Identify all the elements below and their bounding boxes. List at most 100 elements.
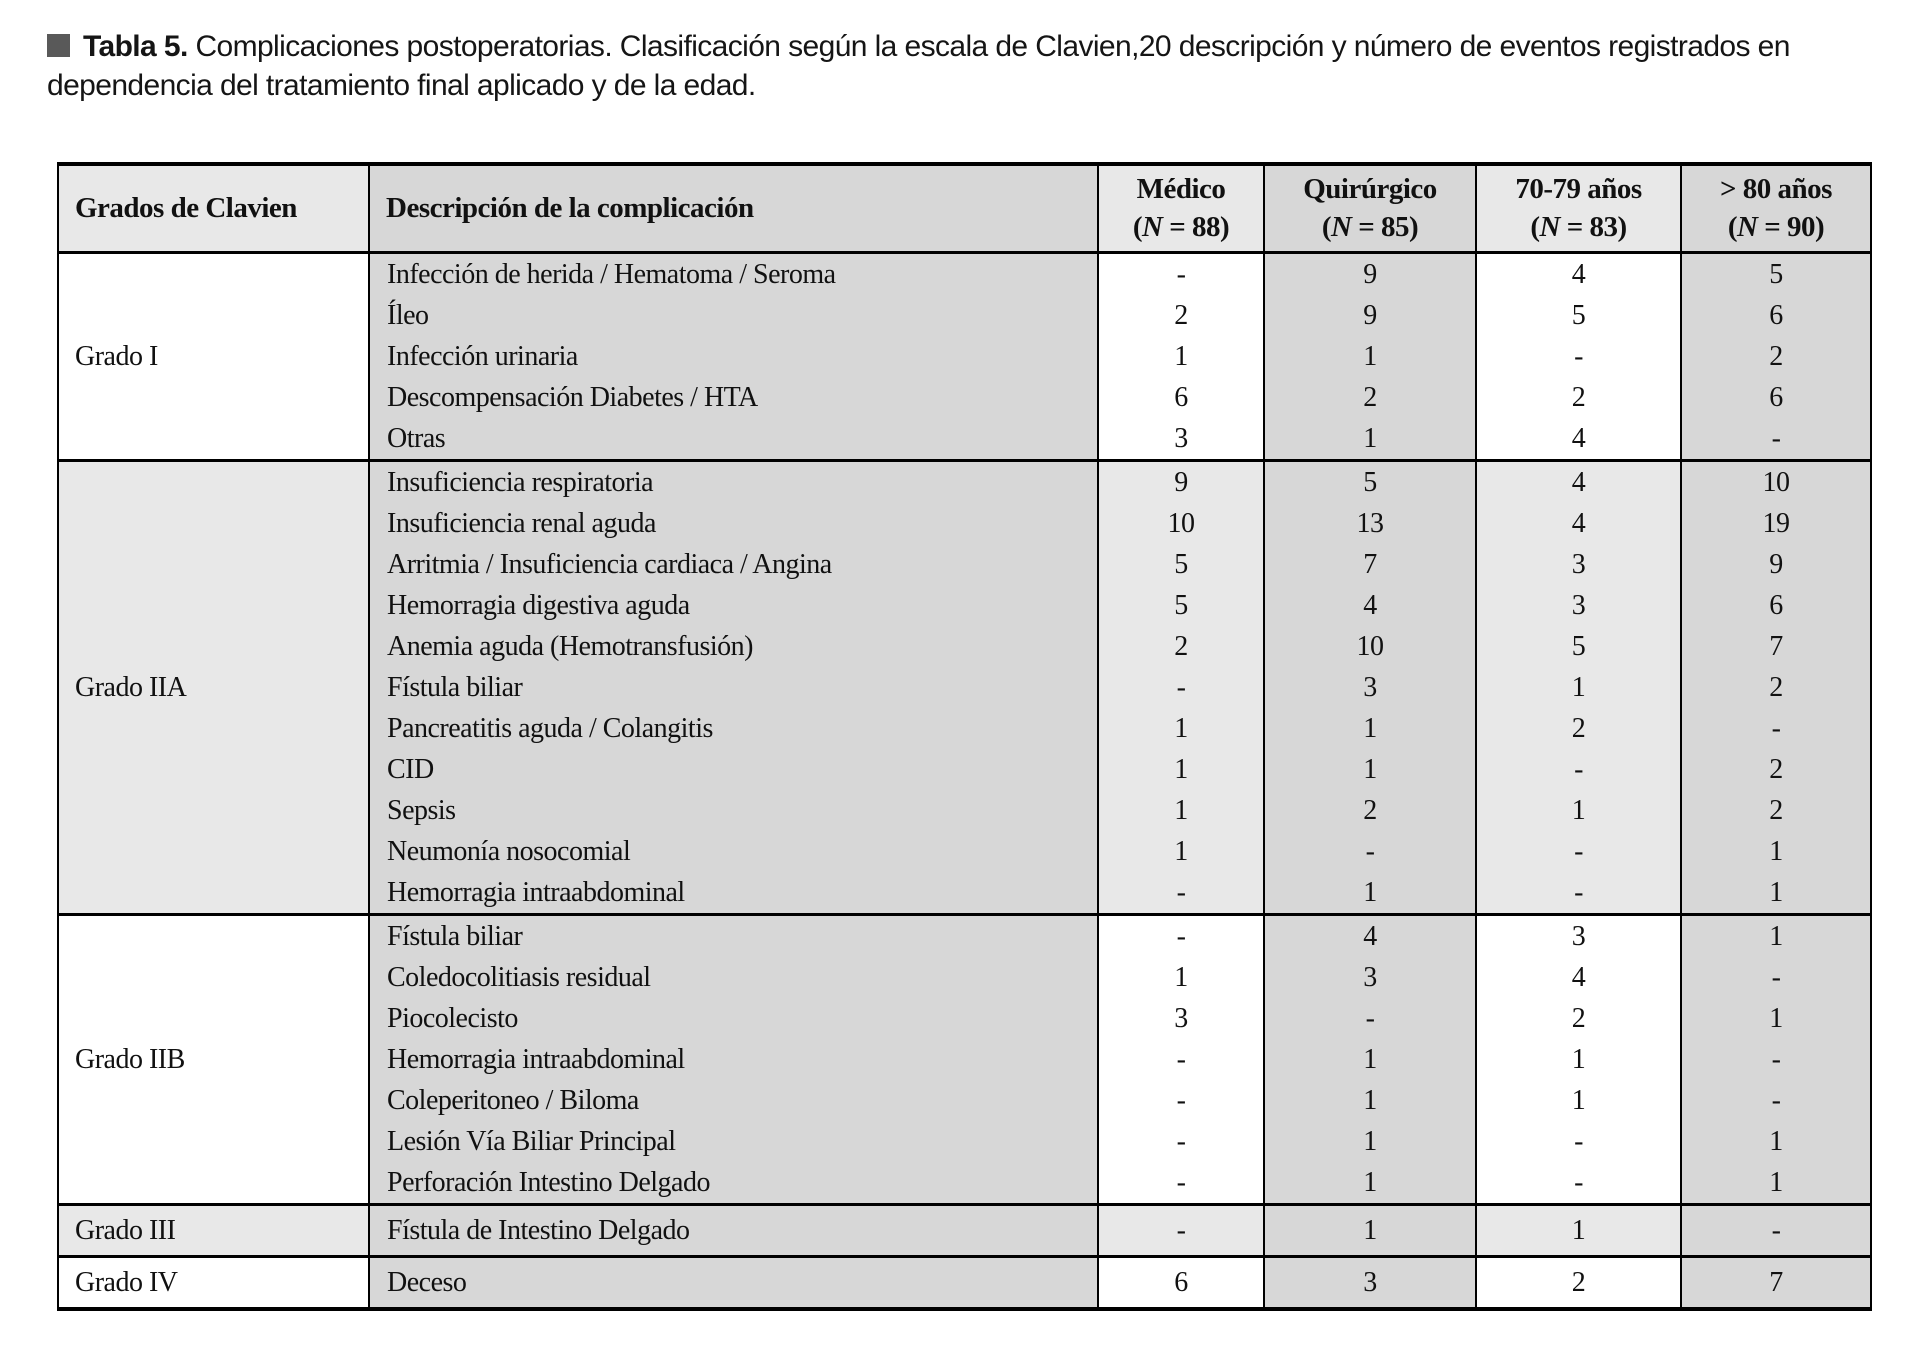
value-cell: - [1475, 830, 1682, 872]
value-cell: 19 [1680, 502, 1872, 544]
description-cell: Hemorragia intraabdominal [368, 871, 1099, 914]
description-cell: Fístula biliar [368, 912, 1099, 957]
value-cell: 9 [1097, 458, 1265, 503]
table-row: Piocolecisto 3-2 1 [58, 997, 1872, 1039]
description-cell: Íleo [368, 294, 1099, 336]
value-cell: 5 [1475, 625, 1682, 667]
value-cell: 1 [1263, 335, 1477, 377]
caption-label: Tabla 5. [83, 30, 188, 63]
table-row: Grado IIB Fístula biliar -4 3 1 [57, 912, 1872, 1204]
value-cell: - [1680, 417, 1872, 460]
value-cell: 1 [1097, 707, 1265, 749]
grade-cell: Grado IIA [57, 458, 370, 914]
value-cell: 7 [1680, 1254, 1872, 1309]
value-cell: 1 [1475, 666, 1682, 708]
section-grado-iii: Grado III Fístula de Intestino Delgado -1 1… [57, 1202, 1872, 1256]
value-cell: 1 [1097, 335, 1265, 377]
value-cell: 2 [1680, 335, 1872, 377]
value-cell: 7 [1263, 543, 1477, 585]
value-cell: 1 [1097, 789, 1265, 831]
value-cell: - [1680, 1038, 1872, 1080]
description-cell: Neumonía nosocomial [368, 830, 1099, 872]
grade-cell: Grado IV [57, 1254, 370, 1309]
table-row: Insuficiencia renal aguda 10 13 4 19 [58, 502, 1872, 544]
table-row: Perforación Intestino Delgado -1-1 [58, 1161, 1872, 1204]
value-cell: 5 [1097, 584, 1265, 626]
value-cell: 2 [1680, 666, 1872, 708]
table-header: Grados de Clavien Descripción de la compl… [57, 164, 1872, 254]
value-cell: 3 [1475, 584, 1682, 626]
description-cell: Infección de herida / Hematoma / Seroma [368, 250, 1099, 295]
value-cell: 6 [1097, 376, 1265, 418]
caption-text: Complicaciones postoperatorias. Clasific… [47, 30, 1790, 102]
value-cell: 1 [1263, 1038, 1477, 1080]
table-row: Coleperitoneo / Biloma -1 1- [58, 1079, 1872, 1121]
value-cell: - [1263, 830, 1477, 872]
value-cell: 1 [1263, 748, 1477, 790]
value-cell: 1 [1680, 1161, 1872, 1204]
value-cell: 1 [1097, 748, 1265, 790]
table-row: Hemorragia digestiva aguda 5 4 3 6 [58, 584, 1872, 626]
value-cell: - [1097, 1161, 1265, 1204]
value-cell: 5 [1097, 543, 1265, 585]
table-row: Lesión Vía Biliar Principal -1-1 [58, 1120, 1872, 1162]
value-cell: 3 [1263, 956, 1477, 998]
grade-cell: Grado IIB [57, 912, 370, 1204]
description-cell: Insuficiencia respiratoria [368, 458, 1099, 503]
table-row: Grado IV Deceso 6 3 2 7 [57, 1254, 1872, 1309]
column-header-3: Quirúrgico (N = 85) [1263, 164, 1477, 254]
value-cell: 1 [1475, 1038, 1682, 1080]
value-cell: - [1475, 1161, 1682, 1204]
column-header-1: Descripción de la complicación [368, 164, 1099, 254]
value-cell: - [1475, 335, 1682, 377]
value-cell: 1 [1263, 417, 1477, 460]
value-cell: 4 [1263, 912, 1477, 957]
value-cell: 4 [1475, 250, 1682, 295]
value-cell: 1 [1263, 1079, 1477, 1121]
value-cell: - [1097, 871, 1265, 914]
value-cell: - [1263, 997, 1477, 1039]
value-cell: 1 [1097, 830, 1265, 872]
table-row: Coledocolitiasis residual 1 3 4- [58, 956, 1872, 998]
value-cell: 5 [1680, 250, 1872, 295]
table-row: Otras 3 1 4- [58, 417, 1872, 460]
table-row: Neumonía nosocomial 1- -1 [58, 830, 1872, 872]
description-cell: Infección urinaria [368, 335, 1099, 377]
table-caption: Tabla 5. Complicaciones postoperatorias.… [47, 27, 1867, 105]
table-row: Descompensación Diabetes / HTA 6 2 2 6 [58, 376, 1872, 418]
value-cell: 6 [1097, 1254, 1265, 1309]
value-cell: 3 [1097, 997, 1265, 1039]
column-header-4: 70-79 años (N = 83) [1475, 164, 1682, 254]
value-cell: 6 [1680, 294, 1872, 336]
complications-table: Grados de Clavien Descripción de la compl… [57, 162, 1872, 1311]
value-cell: 2 [1263, 376, 1477, 418]
description-cell: Deceso [368, 1254, 1099, 1309]
value-cell: 1 [1263, 871, 1477, 914]
value-cell: 1 [1680, 997, 1872, 1039]
description-cell: Lesión Vía Biliar Principal [368, 1120, 1099, 1162]
value-cell: 6 [1680, 376, 1872, 418]
description-cell: Anemia aguda (Hemotransfusión) [368, 625, 1099, 667]
value-cell: 1 [1680, 871, 1872, 914]
value-cell: 2 [1097, 625, 1265, 667]
value-cell: - [1097, 912, 1265, 957]
value-cell: 4 [1263, 584, 1477, 626]
column-header-0: Grados de Clavien [57, 164, 370, 254]
table-row: Grado IIA Insuficiencia respiratoria 9 5 4 10 [57, 458, 1872, 914]
caption-square-icon [47, 34, 70, 57]
value-cell: - [1475, 1120, 1682, 1162]
value-cell: 3 [1097, 417, 1265, 460]
value-cell: 2 [1475, 997, 1682, 1039]
table-row: Pancreatitis aguda / Colangitis 1 1 2- [58, 707, 1872, 749]
table-row: Íleo 2 9 5 6 [58, 294, 1872, 336]
section-grado-iia: Grado IIA Insuficiencia respiratoria 9 5 4 10… [57, 458, 1872, 914]
value-cell: 2 [1680, 789, 1872, 831]
value-cell: - [1097, 666, 1265, 708]
value-cell: - [1680, 707, 1872, 749]
value-cell: 1 [1680, 912, 1872, 957]
description-cell: Fístula de Intestino Delgado [368, 1202, 1099, 1256]
value-cell: 3 [1475, 912, 1682, 957]
grade-cell: Grado I [57, 250, 370, 460]
description-cell: Fístula biliar [368, 666, 1099, 708]
table-row: Infección urinaria 1 1-2 [58, 335, 1872, 377]
